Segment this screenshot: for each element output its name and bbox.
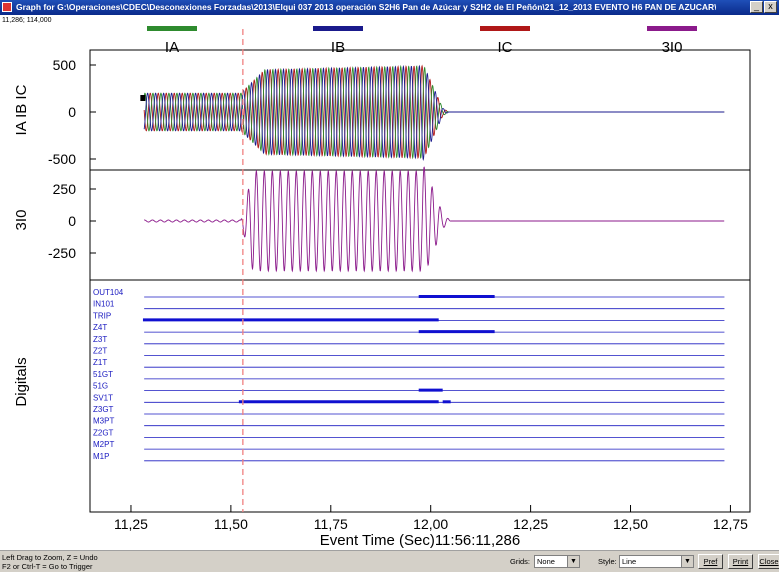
x-axis-tick-label: 12,75 xyxy=(713,516,748,532)
window-controls: _ x xyxy=(750,1,777,13)
digital-channel-label: Z4T xyxy=(93,323,107,332)
3i0-trace xyxy=(144,166,725,273)
currents-axis-tick-label: 0 xyxy=(68,104,76,120)
residual-waveform xyxy=(144,166,725,273)
x-axis-tick-label: 11,75 xyxy=(314,516,348,532)
legend-label: 3I0 xyxy=(662,39,683,56)
digital-channel-label: Z2GT xyxy=(93,428,114,437)
residual-axis-tick-label: 0 xyxy=(68,213,76,229)
x-axis-tick-label: 11,25 xyxy=(114,516,148,532)
pref-button[interactable]: Pref xyxy=(698,554,723,569)
ib-trace xyxy=(143,64,725,162)
window-title: Graph for G:\Operaciones\CDEC\Desconexio… xyxy=(16,2,716,12)
digital-channel-label: 51G xyxy=(93,382,108,391)
residual-axis-tick-label: -250 xyxy=(48,245,76,261)
legend-label: IB xyxy=(331,39,345,56)
app-icon xyxy=(2,2,12,12)
style-value: Line xyxy=(622,557,637,566)
digital-channels: OUT104 IN101 TRIP Z4T Z3T Z2T Z1T 51GT 51G SV1T Z3… xyxy=(93,288,725,462)
residual-axis-tick-label: 250 xyxy=(53,181,77,197)
digital-channel-label: Z3T xyxy=(93,335,107,344)
y-axes: 500 0 -500 250 0 -250 xyxy=(48,57,96,261)
residual-axis-label: 3I0 xyxy=(13,210,30,231)
plot-frame xyxy=(89,49,751,513)
digital-channel-label: IN101 xyxy=(93,300,115,309)
currents-waveforms xyxy=(143,64,725,162)
legend-swatch xyxy=(480,26,530,31)
grids-select[interactable]: None ▼ xyxy=(534,555,580,568)
legend-label: IA xyxy=(165,39,179,56)
close-window-button[interactable]: x xyxy=(764,1,777,13)
digital-channel-label: TRIP xyxy=(93,311,111,320)
digital-channel-label: Z3GT xyxy=(93,405,114,414)
digitals-axis-label: Digitals xyxy=(13,357,30,406)
legend-swatch xyxy=(313,26,363,31)
chevron-down-icon[interactable]: ▼ xyxy=(567,556,579,567)
title-bar[interactable]: Graph for G:\Operaciones\CDEC\Desconexio… xyxy=(0,0,779,15)
digital-channel-label: M3PT xyxy=(93,417,114,426)
legend-swatch xyxy=(147,26,197,31)
hint-line-1: Left Drag to Zoom, Z = Undo xyxy=(2,553,98,562)
minimize-button[interactable]: _ xyxy=(750,1,763,13)
print-button[interactable]: Print xyxy=(728,554,753,569)
legend: IA IB IC 3I0 xyxy=(147,26,697,56)
grids-value: None xyxy=(537,557,555,566)
chevron-down-icon[interactable]: ▼ xyxy=(681,556,693,567)
legend-swatch xyxy=(647,26,697,31)
style-label: Style: xyxy=(598,557,617,566)
x-axis-tick-label: 12,00 xyxy=(413,516,448,532)
currents-axis-tick-label: 500 xyxy=(53,57,77,73)
legend-label: IC xyxy=(498,39,513,56)
cursor-marker[interactable] xyxy=(140,95,146,101)
digital-channel-label: SV1T xyxy=(93,393,113,402)
digital-channel-label: Z2T xyxy=(93,347,107,356)
x-axis: 11,25 11,50 11,75 12,00 12,25 12,50 12,75 xyxy=(114,505,748,532)
digital-channel-label: Z1T xyxy=(93,358,107,367)
x-axis-label: Event Time (Sec)11:56:11,286 xyxy=(320,532,520,549)
x-axis-tick-label: 12,25 xyxy=(513,516,548,532)
style-select[interactable]: Line ▼ xyxy=(619,555,694,568)
graph-canvas[interactable]: IA IB IC 3I0 OUT104 IN101 TRIP Z4T Z3T Z2T Z1T 51G… xyxy=(0,24,779,550)
digital-channel-label: M2PT xyxy=(93,440,114,449)
digital-channel-label: 51GT xyxy=(93,370,113,379)
status-bar: Left Drag to Zoom, Z = Undo F2 or Ctrl-T… xyxy=(0,550,779,572)
digital-channel-label: M1P xyxy=(93,452,109,461)
grids-label: Grids: xyxy=(510,557,531,566)
close-button[interactable]: Close xyxy=(758,554,779,569)
cursor-readout: 11,286; 114,000 xyxy=(2,17,52,24)
x-axis-tick-label: 12,50 xyxy=(613,516,648,532)
hint-line-2: F2 or Ctrl-T = Go to Trigger xyxy=(2,562,93,571)
currents-axis-label: IA IB IC xyxy=(13,84,30,135)
x-axis-tick-label: 11,50 xyxy=(214,516,248,532)
help-hint: Left Drag to Zoom, Z = Undo F2 or Ctrl-T… xyxy=(2,553,98,571)
digital-channel-label: OUT104 xyxy=(93,288,124,297)
currents-axis-tick-label: -500 xyxy=(48,151,76,167)
